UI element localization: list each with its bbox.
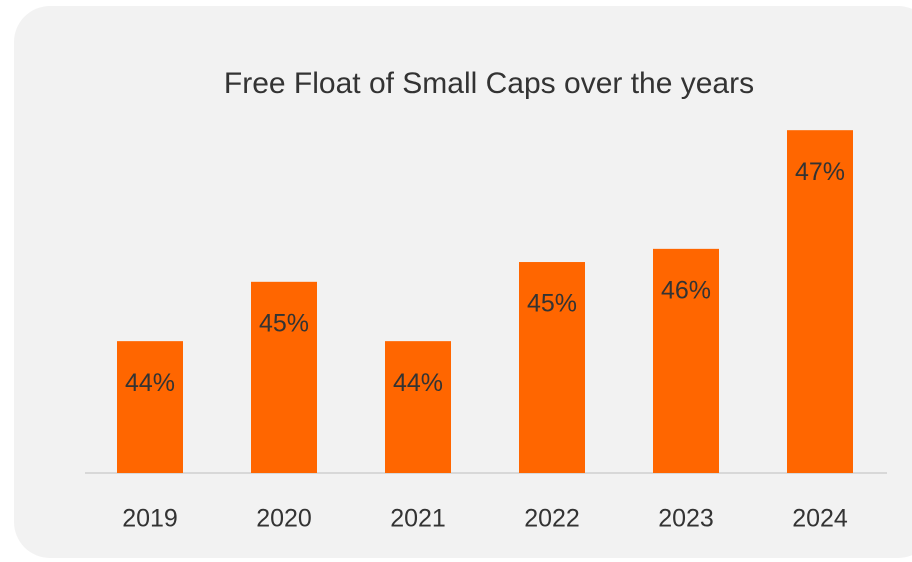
data-label: 46% [661,276,711,304]
x-tick-label: 2019 [122,505,178,533]
chart-title: Free Float of Small Caps over the years [224,67,754,100]
bar [787,130,853,473]
x-tick-label: 2023 [658,505,714,533]
bar [251,281,317,473]
bar [385,341,451,473]
x-tick-label: 2024 [792,505,848,533]
x-tick-label: 2021 [390,505,446,533]
bar [117,341,183,473]
bar [653,248,719,473]
data-label: 45% [259,309,309,337]
x-tick-label: 2022 [524,505,580,533]
data-label: 44% [125,369,175,397]
data-label: 45% [527,290,577,318]
data-label: 44% [393,369,443,397]
x-tick-label: 2020 [256,505,312,533]
data-label: 47% [795,158,845,186]
bar [519,262,585,473]
